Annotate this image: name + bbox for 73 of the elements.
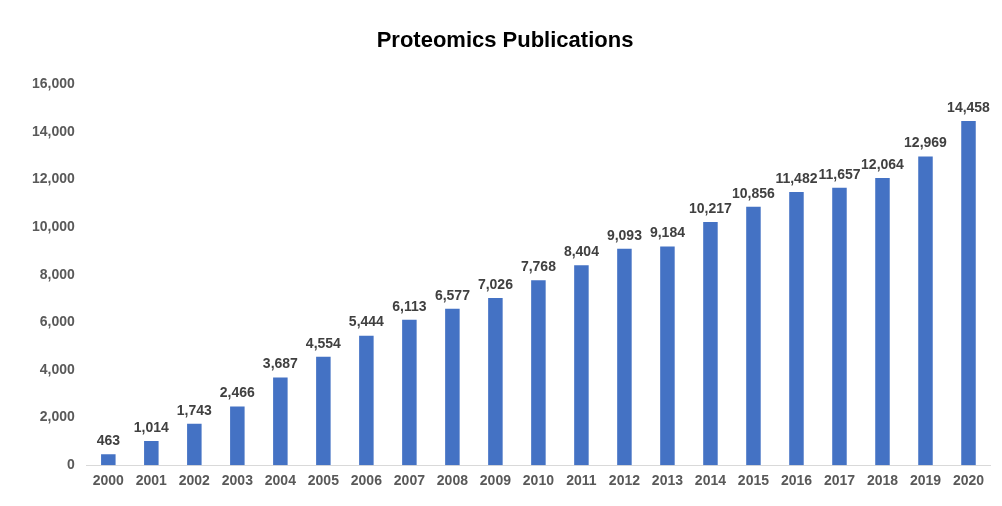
y-tick-label: 14,000	[31, 122, 76, 139]
bar	[617, 248, 632, 466]
chart-title: Proteomics Publications	[376, 27, 634, 53]
x-tick-label: 2013	[651, 472, 684, 489]
data-label: 10,856	[732, 184, 776, 201]
data-label: 8,404	[563, 243, 600, 260]
x-tick-label: 2007	[393, 472, 426, 489]
bar	[445, 308, 460, 466]
bar	[531, 280, 546, 466]
bar	[488, 297, 503, 466]
bar	[574, 265, 589, 466]
x-tick-label: 2009	[479, 472, 512, 489]
data-label: 11,657	[818, 165, 861, 182]
bar	[402, 319, 417, 466]
data-label: 6,113	[392, 297, 427, 314]
data-label: 11,482	[775, 169, 818, 186]
x-tick-label: 2002	[178, 472, 211, 489]
bar	[703, 222, 718, 466]
data-label: 10,217	[689, 199, 733, 216]
x-tick-label: 2006	[350, 472, 383, 489]
data-label: 12,064	[861, 155, 905, 172]
y-tick-label: 4,000	[39, 360, 76, 377]
bar	[359, 335, 374, 466]
x-tick-label: 2020	[952, 472, 985, 489]
bar	[144, 441, 159, 466]
data-label: 12,969	[904, 134, 948, 151]
bar	[230, 406, 245, 466]
x-tick-label: 2005	[307, 472, 340, 489]
data-label: 1,743	[176, 401, 213, 418]
x-tick-label: 2016	[780, 472, 813, 489]
bar	[746, 206, 761, 466]
x-tick-label: 2001	[135, 472, 168, 489]
data-label: 463	[96, 432, 121, 449]
bar	[273, 377, 288, 466]
y-tick-label: 6,000	[39, 313, 76, 330]
bar	[316, 356, 331, 466]
bar	[187, 423, 202, 466]
x-tick-label: 2018	[866, 472, 899, 489]
x-tick-label: 2008	[436, 472, 469, 489]
x-tick-label: 2019	[909, 472, 942, 489]
y-tick-label: 8,000	[39, 265, 76, 282]
y-tick-label: 12,000	[31, 170, 76, 187]
x-tick-label: 2011	[566, 472, 597, 489]
x-tick-label: 2014	[694, 472, 727, 489]
data-label: 9,093	[606, 226, 643, 243]
x-tick-label: 2000	[92, 472, 125, 489]
bar	[789, 191, 804, 466]
data-label: 2,466	[219, 384, 256, 401]
data-label: 14,458	[947, 98, 991, 115]
x-tick-label: 2004	[264, 472, 297, 489]
bar	[660, 246, 675, 466]
bar	[875, 178, 890, 466]
bar	[961, 121, 976, 466]
data-label: 9,184	[649, 224, 686, 241]
x-tick-label: 2017	[823, 472, 856, 489]
bar	[832, 187, 847, 466]
y-tick-label: 2,000	[39, 408, 76, 425]
data-label: 4,554	[305, 334, 342, 351]
data-label: 6,577	[434, 286, 471, 303]
y-tick-label: 10,000	[31, 218, 76, 235]
data-label: 7,026	[477, 275, 514, 292]
x-tick-label: 2010	[522, 472, 555, 489]
data-label: 5,444	[348, 313, 385, 330]
bar	[101, 454, 116, 466]
x-tick-label: 2015	[737, 472, 770, 489]
y-tick-label: 16,000	[31, 75, 76, 92]
data-label: 7,768	[520, 258, 557, 275]
bar	[918, 156, 933, 466]
x-tick-label: 2012	[608, 472, 641, 489]
x-tick-label: 2003	[221, 472, 254, 489]
data-label: 3,687	[262, 355, 299, 372]
data-label: 1,014	[133, 418, 170, 435]
y-tick-label: 0	[67, 456, 76, 473]
